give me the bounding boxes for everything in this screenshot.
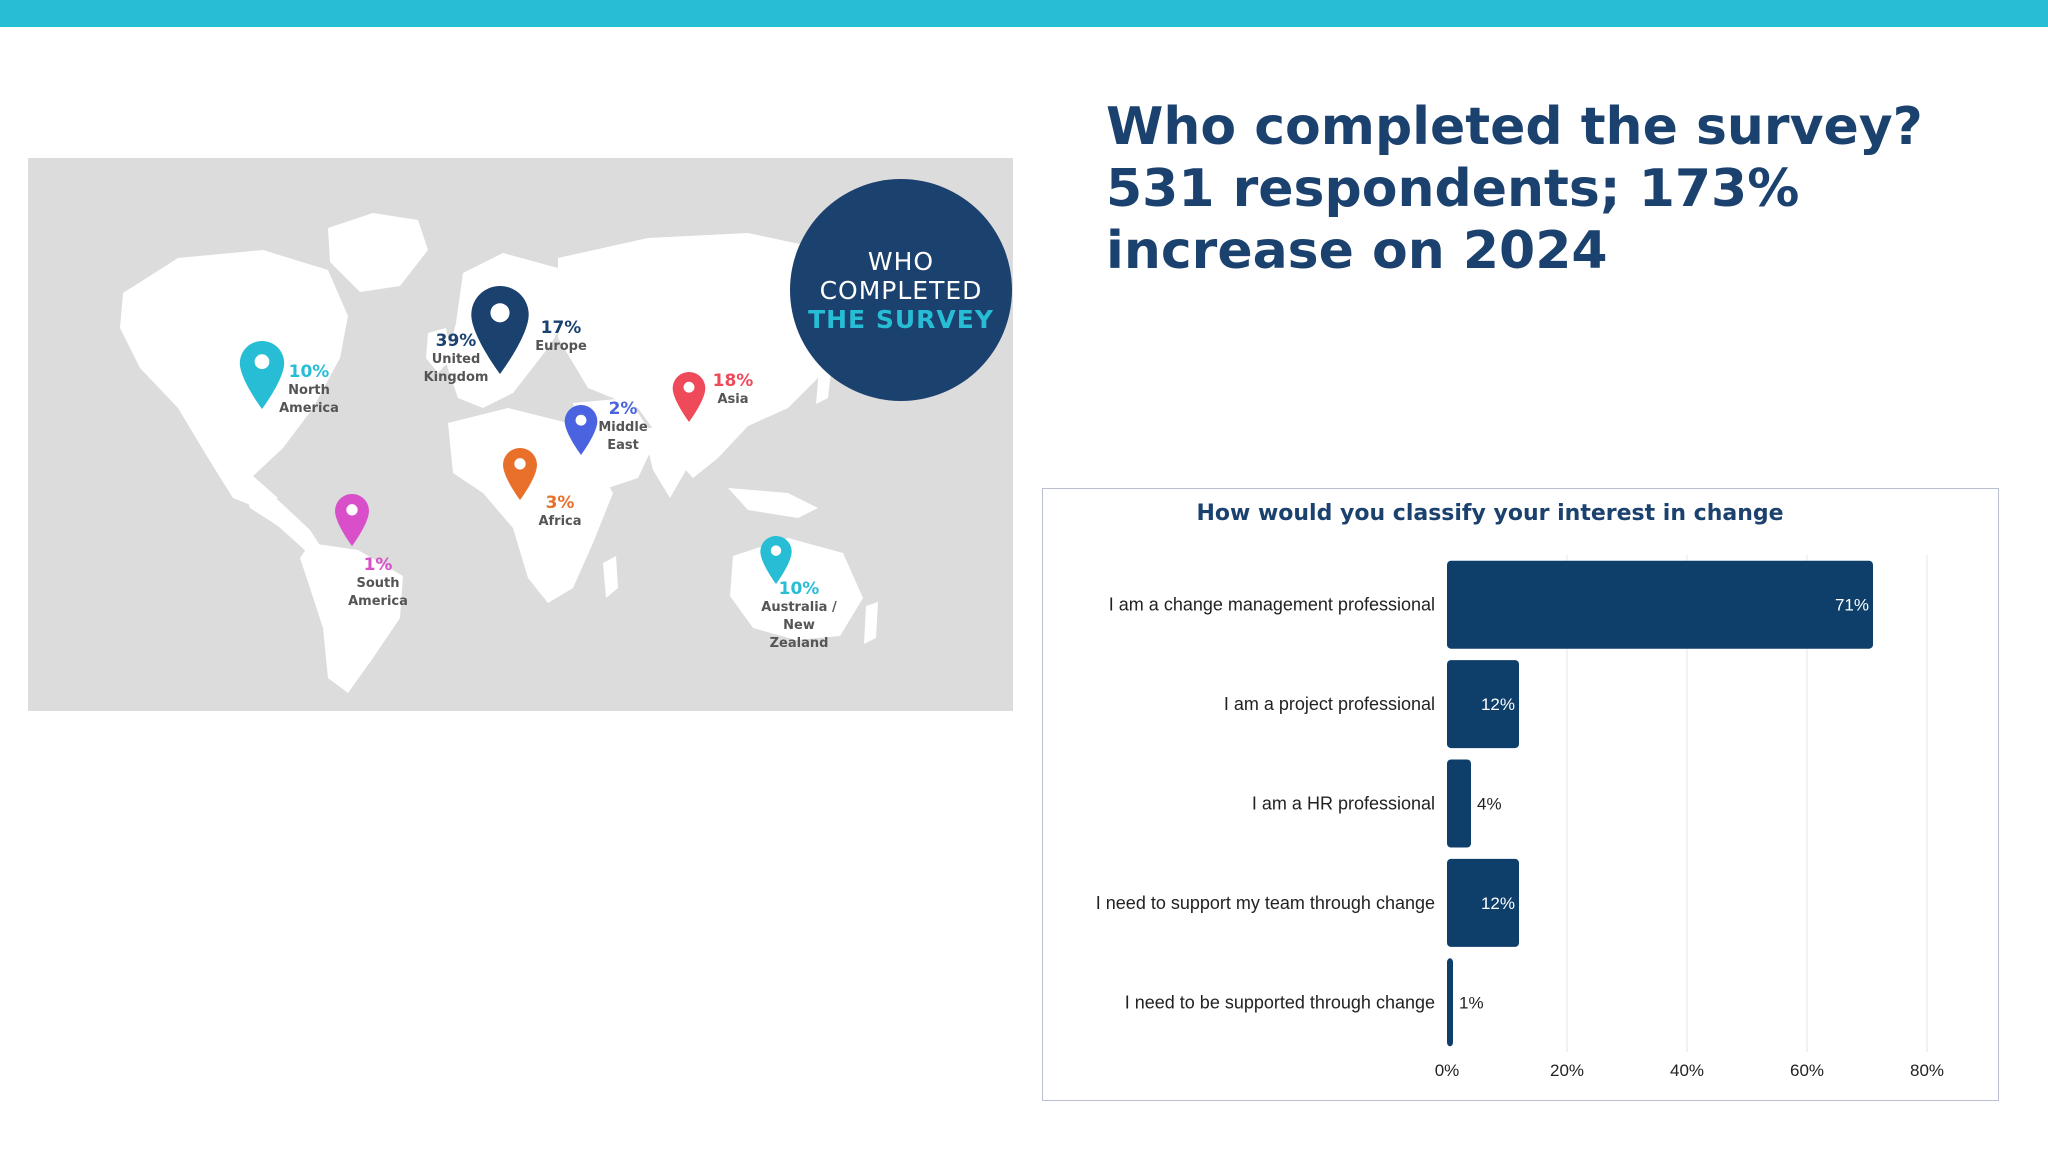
region-pct: 17% (540, 318, 582, 338)
region-pct: 10% (778, 579, 820, 599)
x-tick-label: 40% (1670, 1061, 1704, 1080)
category-label: I need to be supported through change (1125, 992, 1435, 1012)
pin-asia-icon (672, 372, 706, 422)
region-pct: 3% (545, 493, 575, 513)
pin-united-kingdom-icon (471, 286, 529, 374)
data-label: 71% (1835, 596, 1869, 615)
region-pct: 10% (288, 362, 330, 382)
category-label: I need to support my team through change (1096, 893, 1435, 913)
region-north-america: 10% North America (259, 362, 359, 418)
x-tick-label: 0% (1435, 1061, 1460, 1080)
data-label: 12% (1481, 894, 1515, 913)
bar (1447, 759, 1471, 848)
region-europe: 17% Europe (521, 318, 601, 356)
x-tick-label: 60% (1790, 1061, 1824, 1080)
region-middle-east: 2% Middle East (583, 399, 663, 455)
world-map: 39% United Kingdom 17% Europe 10% North … (28, 158, 1013, 711)
region-name: South America (348, 576, 408, 609)
bar-chart-svg: How would you classify your interest in … (1096, 501, 1944, 1080)
region-name: Asia (717, 392, 749, 407)
category-label: I am a project professional (1224, 694, 1435, 714)
region-pct: 18% (712, 371, 754, 391)
region-name: United Kingdom (423, 352, 489, 385)
badge-line-1: WHO (867, 246, 935, 276)
category-label: I am a change management professional (1109, 595, 1435, 615)
region-name: Africa (538, 514, 582, 529)
badge-line-3: THE SURVEY (808, 304, 994, 334)
x-tick-label: 20% (1550, 1061, 1584, 1080)
bar (1447, 560, 1873, 649)
data-label: 4% (1477, 795, 1502, 814)
region-south-america: 1% South America (328, 555, 428, 611)
top-accent-bar (0, 0, 2048, 27)
region-pct: 1% (363, 555, 393, 575)
region-name: Australia / New Zealand (761, 600, 837, 651)
region-pct: 39% (435, 331, 477, 351)
pin-south-america-icon (334, 494, 370, 546)
pin-australia-icon (760, 536, 792, 584)
survey-badge: WHO COMPLETED THE SURVEY (790, 179, 1012, 401)
data-label: 1% (1459, 993, 1484, 1012)
region-pct: 2% (608, 399, 638, 419)
region-name: North America (279, 383, 339, 416)
chart-title: How would you classify your interest in … (1196, 501, 1783, 526)
region-asia: 18% Asia (700, 371, 766, 409)
region-africa: 3% Africa (527, 493, 593, 531)
bar (1447, 958, 1453, 1047)
bar (1447, 858, 1519, 947)
pin-north-america-icon (239, 341, 285, 409)
data-label: 12% (1481, 695, 1515, 714)
pin-middle-east-icon (564, 405, 598, 455)
badge-line-2: COMPLETED (819, 275, 983, 305)
page-title: Who completed the survey? 531 respondent… (1106, 97, 1923, 281)
interest-chart: How would you classify your interest in … (1042, 488, 1999, 1101)
bar (1447, 660, 1519, 749)
region-australia-nz: 10% Australia / New Zealand (744, 579, 854, 653)
region-name: Europe (535, 339, 587, 354)
category-label: I am a HR professional (1252, 794, 1435, 814)
x-tick-label: 80% (1910, 1061, 1944, 1080)
region-name: Middle East (598, 420, 648, 453)
region-united-kingdom: 39% United Kingdom (408, 331, 504, 387)
pin-africa-icon (502, 448, 538, 500)
